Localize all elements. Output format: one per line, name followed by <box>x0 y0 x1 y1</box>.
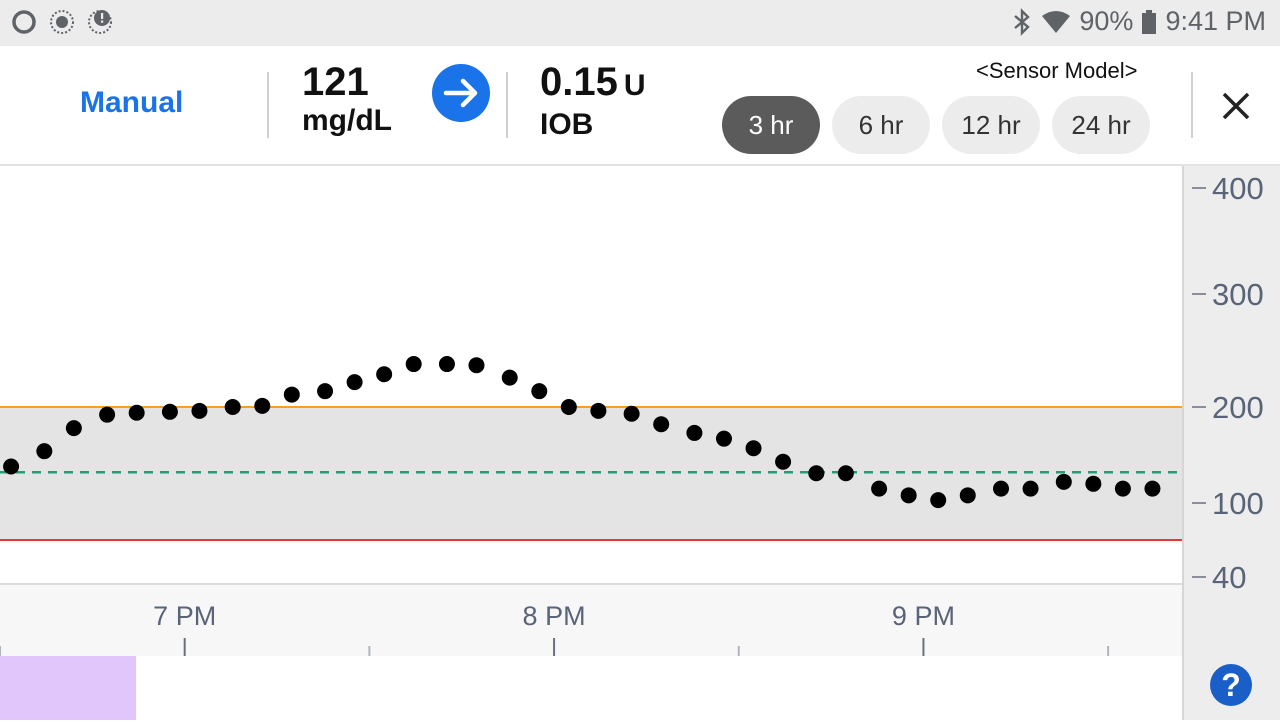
glucose-point <box>254 397 271 414</box>
iob-unit-symbol: U <box>623 69 646 102</box>
time-range-tabs: 3 hr 6 hr 12 hr 24 hr <box>722 96 1150 154</box>
glucose-value: 121 <box>302 60 369 104</box>
glucose-point <box>1114 480 1131 497</box>
event-marker-block <box>0 656 136 720</box>
bluetooth-icon <box>1014 7 1031 36</box>
status-right: 90% 9:41 PM <box>1011 6 1266 37</box>
y-tick-label: 400 <box>1212 171 1264 206</box>
record-icon <box>50 10 74 34</box>
glucose-point <box>65 420 82 437</box>
divider <box>267 72 269 138</box>
y-tick-label: 200 <box>1212 390 1264 425</box>
iob-value: 0.15 <box>540 60 618 104</box>
glucose-point <box>871 480 888 497</box>
x-tick-label: 7 PM <box>153 601 216 631</box>
arrow-right-icon <box>443 78 478 108</box>
y-tick-label: 300 <box>1212 277 1264 312</box>
glucose-point <box>930 492 947 509</box>
mode-label[interactable]: Manual <box>80 86 184 119</box>
alert-icon <box>88 10 112 34</box>
divider <box>506 72 508 138</box>
glucose-point <box>745 440 762 457</box>
status-left-icons <box>10 8 114 36</box>
close-icon <box>1222 92 1250 120</box>
glucose-point <box>900 487 917 504</box>
glucose-point <box>623 405 640 422</box>
glucose-point <box>959 487 976 504</box>
x-tick-label: 9 PM <box>892 601 955 631</box>
status-time: 9:41 PM <box>1165 6 1266 36</box>
glucose-point <box>1144 480 1161 497</box>
glucose-point <box>161 403 178 420</box>
glucose-point <box>191 402 208 419</box>
trend-indicator <box>432 64 490 122</box>
battery-percent: 90% <box>1079 6 1134 36</box>
glucose-point <box>775 453 792 470</box>
y-tick-label: 40 <box>1212 560 1246 595</box>
x-tick-label: 8 PM <box>523 601 586 631</box>
tab-3-hr[interactable]: 3 hr <box>722 96 820 154</box>
glucose-point <box>317 383 334 400</box>
glucose-point <box>128 404 145 421</box>
sensor-model-label: <Sensor Model> <box>976 58 1138 83</box>
glucose-point <box>405 356 422 373</box>
y-axis-background <box>1182 166 1280 720</box>
glucose-point <box>993 480 1010 497</box>
glucose-reading: 121 mg/dL <box>302 60 392 138</box>
glucose-point <box>837 465 854 482</box>
glucose-point <box>438 356 455 373</box>
glucose-point <box>1085 475 1102 492</box>
glucose-point <box>1022 480 1039 497</box>
glucose-point <box>531 383 548 400</box>
glucose-point <box>3 458 20 475</box>
glucose-point <box>560 399 577 415</box>
tab-6-hr[interactable]: 6 hr <box>832 96 930 154</box>
x-axis-background <box>0 584 1182 656</box>
divider <box>1191 72 1193 138</box>
glucose-chart: 400 300 200 100 40 7 PM 8 PM 9 PM <box>0 166 1280 720</box>
status-bar: 90% 9:41 PM <box>0 0 1280 46</box>
glucose-point <box>590 402 607 419</box>
glucose-point <box>283 386 300 403</box>
tab-24-hr[interactable]: 24 hr <box>1052 96 1150 154</box>
glucose-point <box>501 369 518 386</box>
glucose-point <box>808 465 825 482</box>
glucose-point <box>346 374 363 391</box>
glucose-point <box>36 443 53 460</box>
close-button[interactable] <box>1212 82 1260 130</box>
glucose-unit: mg/dL <box>302 104 392 137</box>
glucose-point <box>715 430 732 447</box>
glucose-point <box>686 424 703 441</box>
help-button[interactable]: ? <box>1210 664 1252 706</box>
glucose-point <box>376 366 393 383</box>
iob-value-line: 0.15 U <box>540 60 646 108</box>
header-bar: Manual 121 mg/dL 0.15 U IOB <Sensor Model… <box>0 46 1280 166</box>
iob-label: IOB <box>540 108 594 141</box>
wifi-icon <box>1042 10 1071 33</box>
glucose-point <box>99 406 116 423</box>
glucose-point <box>653 416 670 433</box>
glucose-chart-svg: 400 300 200 100 40 7 PM 8 PM 9 PM <box>0 166 1280 720</box>
ring-icon <box>12 10 36 34</box>
glucose-point <box>468 357 485 374</box>
glucose-point <box>1055 473 1072 490</box>
battery-icon <box>1142 9 1157 34</box>
y-tick-label: 100 <box>1212 486 1264 521</box>
tab-12-hr[interactable]: 12 hr <box>942 96 1040 154</box>
iob-reading: 0.15 U IOB <box>540 60 646 142</box>
glucose-point <box>224 399 241 415</box>
